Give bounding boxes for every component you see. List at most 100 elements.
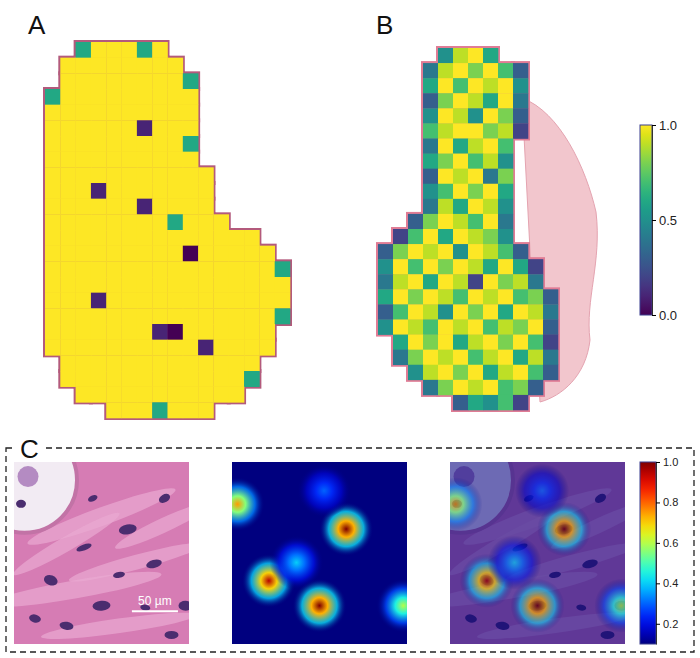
tissue-edge-cell xyxy=(242,228,261,248)
tissue-edge-cell xyxy=(451,61,470,80)
heatmap-cell xyxy=(378,304,393,319)
tissue-edge-cell xyxy=(89,87,108,107)
tissue-edge-cell xyxy=(120,87,139,107)
tissue-edge-cell xyxy=(466,212,485,231)
tick-mark xyxy=(656,583,660,584)
tissue-edge-cell xyxy=(89,56,108,76)
heatmap-cell xyxy=(152,371,168,387)
heatmap-cell xyxy=(483,48,498,63)
tissue-edge-cell xyxy=(436,121,455,140)
heatmap-cell xyxy=(378,289,393,304)
heatmap-cell xyxy=(229,230,245,246)
heatmap-cell xyxy=(213,308,229,324)
heatmap-cell xyxy=(76,340,92,356)
tissue-edge-cell xyxy=(166,369,185,389)
tissue-edge-cell xyxy=(466,272,485,291)
tissue-edge-cell xyxy=(166,228,185,248)
tissue-edge-cell xyxy=(451,257,470,276)
tissue-edge-cell xyxy=(451,318,470,337)
tissue-edge-cell xyxy=(150,228,169,248)
tissue-edge-cell xyxy=(211,212,230,232)
tissue-edge-cell xyxy=(511,76,530,95)
heatmap-cell xyxy=(244,308,260,324)
tissue-edge-cell xyxy=(58,165,77,185)
tick-mark xyxy=(656,543,660,544)
heatmap-cell xyxy=(60,371,76,387)
tissue-edge-cell xyxy=(451,91,470,110)
tissue-edge-cell xyxy=(74,353,93,373)
heatmap-cell xyxy=(152,387,168,403)
heatmap-cell xyxy=(468,139,483,154)
heatmap-cell xyxy=(408,259,423,274)
heatmap-cell xyxy=(76,42,92,58)
heatmap-cell xyxy=(122,261,138,277)
heatmap-cell xyxy=(137,324,153,340)
tissue-edge-cell xyxy=(89,103,108,123)
tissue-edge-cell xyxy=(58,212,77,232)
heatmap-cell xyxy=(438,214,453,229)
heatmap xyxy=(43,40,292,420)
tissue-edge-cell xyxy=(150,87,169,107)
heatmap-cell xyxy=(543,289,558,304)
heatmap-cell xyxy=(45,214,61,230)
heatmap-cell xyxy=(152,340,168,356)
heatmap-cell xyxy=(106,402,122,418)
heatmap-cell xyxy=(106,324,122,340)
tissue-edge-cell xyxy=(58,369,77,389)
heatmap-cell xyxy=(378,259,393,274)
heatmap-cell xyxy=(483,154,498,169)
heatmap-cell xyxy=(438,259,453,274)
tissue-edge-cell xyxy=(481,106,500,125)
heatmap-cell xyxy=(106,120,122,136)
tissue-edge-cell xyxy=(511,106,530,125)
tissue-edge-cell xyxy=(181,165,200,185)
tissue-edge-cell xyxy=(89,212,108,232)
heatmap-cell xyxy=(106,308,122,324)
heatmap-cell xyxy=(91,89,107,105)
tissue-edge-cell xyxy=(150,181,169,201)
tissue-edge-cell xyxy=(227,338,246,358)
tissue-edge-cell xyxy=(451,106,470,125)
heatmap-cell xyxy=(137,214,153,230)
heatmap-cell xyxy=(438,139,453,154)
tick-label: 0.5 xyxy=(659,213,677,228)
heatmap-cell xyxy=(152,293,168,309)
heatmap-cell xyxy=(183,167,199,183)
tissue-edge-cell xyxy=(181,103,200,123)
heatmap-cell xyxy=(259,277,275,293)
tissue-edge-cell xyxy=(436,197,455,216)
tick-mark xyxy=(656,502,660,503)
heatmap-cell xyxy=(423,259,438,274)
tissue-edge-cell xyxy=(135,228,154,248)
heatmap-cell xyxy=(259,261,275,277)
heatmap-cell xyxy=(393,304,408,319)
tissue-edge-cell xyxy=(43,87,62,107)
heatmap-cell xyxy=(513,320,528,335)
tick-label: 1.0 xyxy=(659,118,677,133)
tissue-edge-cell xyxy=(58,353,77,373)
heatmap-cell xyxy=(122,402,138,418)
hotspot xyxy=(450,477,483,531)
heatmap-cell xyxy=(468,199,483,214)
tissue-edge-cell xyxy=(104,71,123,91)
tissue-edge-cell xyxy=(421,152,440,171)
tissue-edge-cell xyxy=(541,302,560,321)
tissue-edge-cell xyxy=(74,259,93,279)
tissue-edge-cell xyxy=(466,333,485,352)
heatmap-cell xyxy=(91,293,107,309)
heatmap-cell xyxy=(423,214,438,229)
heatmap-cell xyxy=(45,105,61,121)
tissue-edge-cell xyxy=(481,318,500,337)
heatmap-cell xyxy=(137,105,153,121)
heatmap-cell xyxy=(498,274,513,289)
panel-frame xyxy=(6,448,694,652)
tissue-edge-cell xyxy=(466,363,485,382)
heatmap-cell xyxy=(198,402,214,418)
heatmap-cell xyxy=(152,246,168,262)
heatmap-cell xyxy=(483,335,498,350)
heatmap-cell xyxy=(45,293,61,309)
heatmap-cell xyxy=(393,289,408,304)
tick-mark xyxy=(652,315,656,316)
tick: 1.0 xyxy=(652,118,677,133)
tissue-edge-cell xyxy=(526,302,545,321)
